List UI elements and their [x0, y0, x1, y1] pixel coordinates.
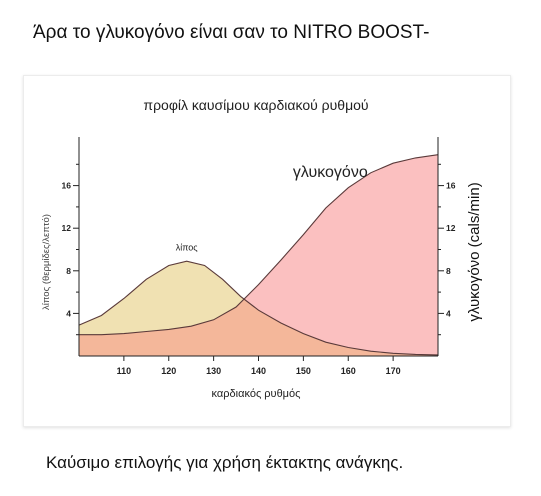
- x-tick-label-120: 120: [161, 366, 176, 376]
- x-tick-label-160: 160: [341, 366, 356, 376]
- x-tick-label-150: 150: [296, 366, 311, 376]
- fat-series-label: λίπος: [176, 243, 199, 253]
- glycogen-series-label: γλυκογόνο: [293, 164, 368, 181]
- x-tick-label-170: 170: [386, 366, 401, 376]
- left-y-tick-label-12: 12: [62, 223, 72, 233]
- chart-title: προφίλ καυσίμου καρδιακού ρυθμού: [143, 97, 368, 113]
- right-y-tick-label-4: 4: [446, 308, 451, 318]
- left-y-tick-label-4: 4: [66, 308, 71, 318]
- left-y-tick-label-16: 16: [62, 181, 72, 191]
- right-y-tick-label-16: 16: [446, 181, 456, 191]
- x-tick-label-140: 140: [251, 366, 266, 376]
- glycogen-area: [79, 154, 438, 356]
- right-y-axis-label: γλυκογόνο (cals/min): [466, 182, 483, 321]
- x-tick-label-110: 110: [117, 366, 132, 376]
- slide-heading: Άρα το γλυκογόνο είναι σαν το NITRO BOOS…: [33, 22, 430, 43]
- fuel-profile-chart: προφίλ καυσίμου καρδιακού ρυθμού 110 120 1…: [41, 97, 483, 400]
- left-y-tick-label-8: 8: [66, 266, 71, 276]
- chart-card: προφίλ καυσίμου καρδιακού ρυθμού 110 120 1…: [23, 75, 511, 427]
- right-y-tick-label-8: 8: [446, 266, 451, 276]
- x-tick-label-130: 130: [206, 366, 221, 376]
- glycogen-line: [79, 154, 439, 336]
- x-axis-label: καρδιακός ρυθμός: [212, 388, 301, 400]
- right-y-tick-label-12: 12: [446, 223, 456, 233]
- left-y-axis-label: λίπος (θερμίδες/λεπτό): [41, 214, 52, 310]
- slide-footer: Καύσιμο επιλογής για χρήση έκτακτης ανάγ…: [46, 453, 404, 472]
- fat-line: [78, 260, 439, 356]
